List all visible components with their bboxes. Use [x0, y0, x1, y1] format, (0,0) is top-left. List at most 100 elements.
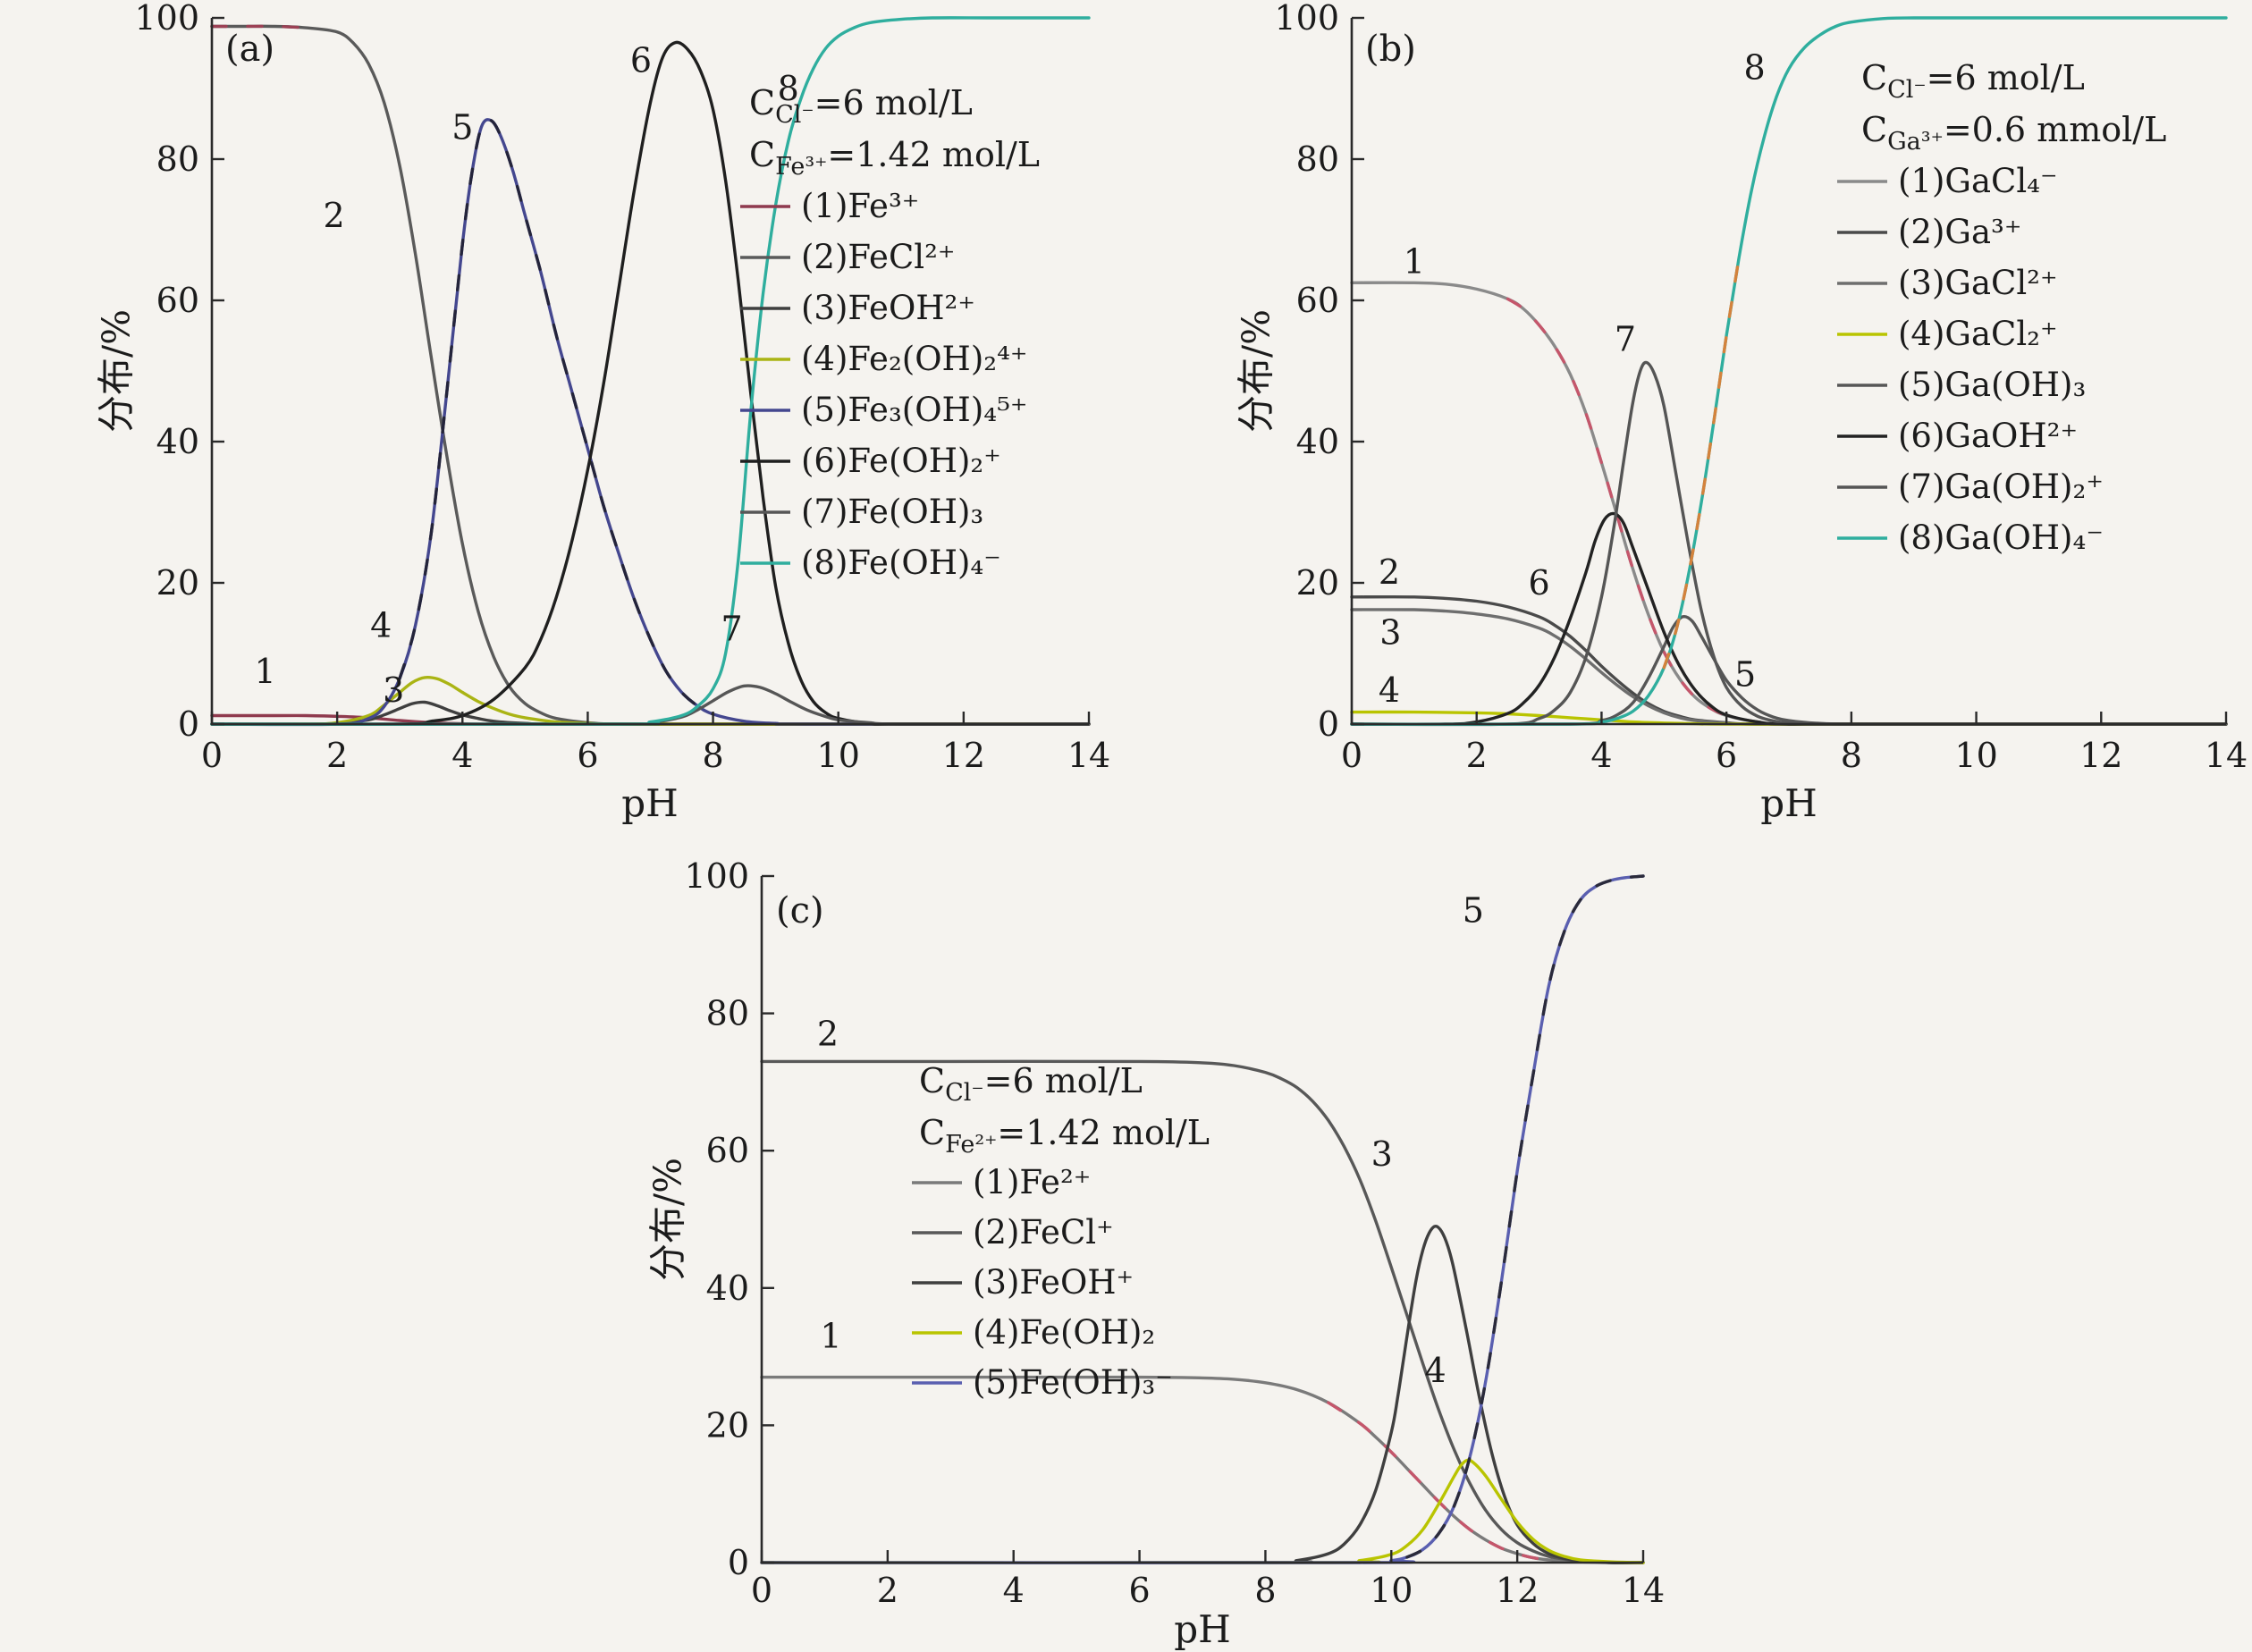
curve-number-annotation: 6 [1528, 563, 1549, 603]
xaxis-title-a: pH [621, 781, 679, 825]
xaxis-title-b: pH [1760, 781, 1818, 825]
y-tick-label: 40 [706, 1268, 749, 1308]
legend-condition-line: CGa³⁺=0.6 mmol/L [1861, 110, 2166, 156]
x-tick-label: 0 [201, 736, 223, 775]
legend-label-5: (5)Ga(OH)₃ [1898, 366, 2086, 404]
panel-c-curve-1-overlay [1327, 1401, 1551, 1562]
legend-label-8: (8)Ga(OH)₄⁻ [1898, 518, 2104, 557]
panel-label-b: (b) [1365, 29, 1416, 70]
x-tick-label: 4 [1590, 736, 1612, 775]
curve-number-annotation: 7 [721, 609, 742, 648]
x-tick-label: 8 [1254, 1571, 1276, 1610]
y-tick-label: 60 [1296, 281, 1339, 320]
legend-label-7: (7)Ga(OH)₂⁺ [1898, 468, 2104, 506]
x-tick-label: 10 [1954, 736, 1997, 775]
legend-label-1: (1)Fe³⁺ [801, 187, 919, 225]
curve-number-annotation: 2 [324, 196, 345, 235]
curve-number-annotation: 3 [383, 670, 404, 710]
legend-label-4: (4)Fe₂(OH)₂⁴⁺ [801, 340, 1027, 378]
legend-label-7: (7)Fe(OH)₃ [801, 493, 983, 531]
panel-label-a: (a) [225, 29, 275, 70]
legend-label-3: (3)FeOH²⁺ [801, 289, 975, 327]
panel-b-curve-1-overlay [1506, 297, 1728, 718]
curve-number-annotation: 4 [1379, 670, 1400, 710]
legend-condition-line: CCl⁻=6 mol/L [1861, 58, 2085, 104]
curve-number-annotation: 5 [1734, 655, 1756, 695]
panel-a-curve-5 [210, 118, 1091, 727]
legend-label-5: (5)Fe₃(OH)₄⁵⁺ [801, 391, 1027, 429]
y-tick-label: 60 [706, 1131, 749, 1170]
x-tick-label: 2 [877, 1571, 898, 1610]
y-tick-label: 20 [706, 1405, 749, 1445]
legend-label-1: (1)GaCl₄⁻ [1898, 162, 2058, 200]
y-tick-label: 20 [1296, 563, 1339, 603]
legend-condition-line: CCl⁻=6 mol/L [749, 83, 973, 129]
x-tick-label: 10 [817, 736, 860, 775]
y-tick-label: 40 [156, 422, 199, 461]
curve-number-annotation: 3 [1371, 1134, 1393, 1174]
plot-area-c [760, 874, 1645, 1564]
curve-number-annotation: 6 [630, 40, 652, 80]
xaxis-title-c: pH [1174, 1607, 1231, 1651]
x-tick-label: 8 [1841, 736, 1862, 775]
yaxis-title-c: 分布/% [645, 1157, 690, 1282]
y-tick-label: 20 [156, 563, 199, 603]
x-tick-label: 10 [1370, 1571, 1413, 1610]
legend-label-8: (8)Fe(OH)₄⁻ [801, 544, 1001, 582]
curve-number-annotation: 1 [1404, 242, 1425, 282]
x-tick-label: 8 [702, 736, 723, 775]
legend-label-4: (4)Fe(OH)₂ [973, 1313, 1155, 1352]
y-tick-label: 100 [1274, 0, 1339, 38]
x-tick-label: 14 [2205, 736, 2248, 775]
curve-number-annotation: 1 [254, 652, 275, 691]
curve-number-annotation: 3 [1379, 612, 1401, 652]
y-tick-label: 100 [684, 856, 749, 896]
curve-number-annotation: 5 [1463, 890, 1484, 930]
panel-c-curve-3 [760, 1224, 1645, 1564]
x-tick-label: 4 [1003, 1571, 1025, 1610]
curve-number-annotation: 4 [370, 605, 392, 645]
legend-label-1: (1)Fe²⁺ [973, 1163, 1091, 1201]
panel-a-curve-6 [210, 40, 1091, 726]
y-tick-label: 80 [1296, 139, 1339, 179]
y-tick-label: 0 [1318, 704, 1339, 744]
legend-label-6: (6)GaOH²⁺ [1898, 417, 2078, 455]
curve-number-annotation: 4 [1424, 1351, 1446, 1390]
x-tick-label: 12 [942, 736, 985, 775]
panel-c-curve-1 [760, 1375, 1645, 1564]
panel-b-curve-8-overlay [1662, 256, 1741, 670]
yaxis-title-a: 分布/% [94, 308, 139, 434]
y-tick-label: 60 [156, 281, 199, 320]
curve-number-annotation: 8 [778, 69, 799, 108]
panel-label-c: (c) [776, 890, 824, 931]
legend-label-3: (3)FeOH⁺ [973, 1263, 1134, 1302]
y-tick-label: 40 [1296, 422, 1339, 461]
x-tick-label: 2 [326, 736, 348, 775]
y-tick-label: 0 [178, 704, 199, 744]
x-tick-label: 2 [1466, 736, 1488, 775]
x-tick-label: 12 [2079, 736, 2122, 775]
y-tick-label: 80 [156, 139, 199, 179]
panel-b-curve-5 [1350, 614, 2228, 727]
x-tick-label: 0 [1341, 736, 1362, 775]
panel-c-curve-5-overlay [1405, 874, 1645, 1559]
curve-number-annotation: 5 [451, 107, 473, 147]
x-tick-label: 4 [451, 736, 473, 775]
legend-label-4: (4)GaCl₂⁺ [1898, 315, 2058, 353]
panel-a-curve-5-overlay [398, 118, 715, 716]
legend-label-5: (5)Fe(OH)₃⁻ [973, 1363, 1173, 1402]
panel-a-curve-7 [210, 684, 1091, 726]
plot-area-a [210, 16, 1091, 727]
y-tick-label: 0 [728, 1543, 749, 1582]
panel-b-curve-7 [1350, 360, 2228, 727]
legend-condition-line: CFe³⁺=1.42 mol/L [749, 135, 1040, 181]
legend-label-3: (3)GaCl²⁺ [1898, 264, 2058, 302]
y-tick-label: 100 [134, 0, 199, 38]
yaxis-title-b: 分布/% [1234, 308, 1278, 434]
curve-number-annotation: 7 [1615, 319, 1636, 358]
legend-label-2: (2)Ga³⁺ [1898, 213, 2021, 251]
